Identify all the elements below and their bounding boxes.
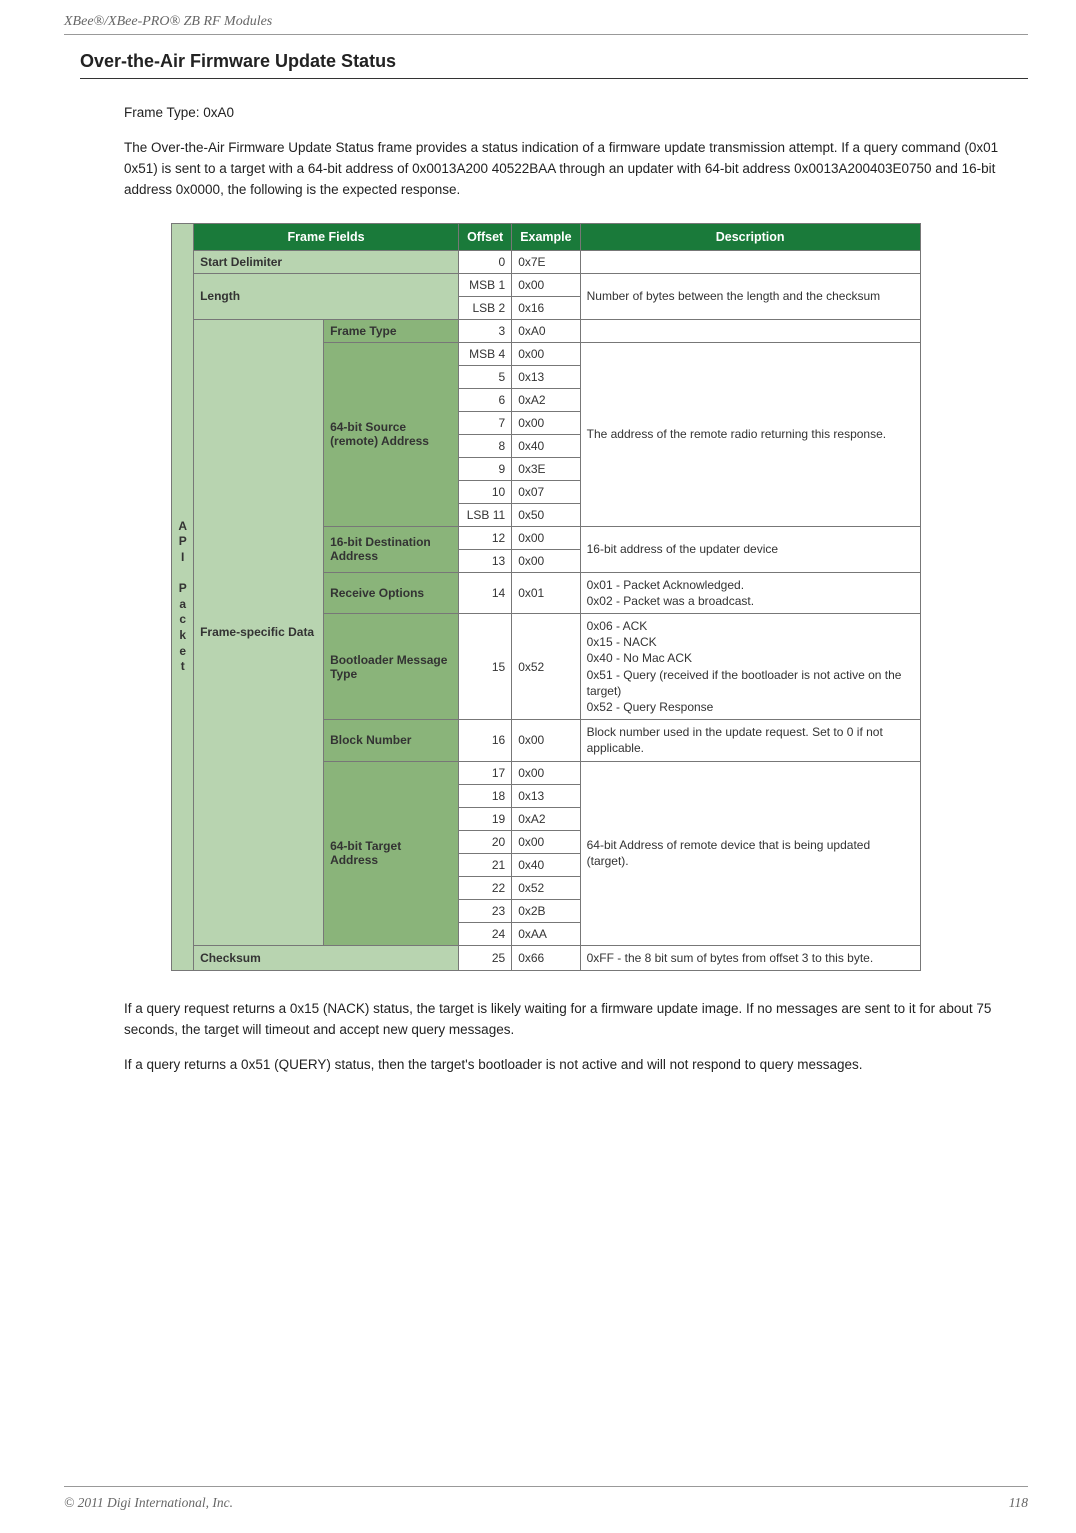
cell-offset: 24: [459, 922, 512, 945]
api-packet-vertical-label: API Pac ket: [172, 223, 194, 970]
length-label: Length: [194, 273, 459, 319]
cell-offset: 12: [459, 526, 512, 549]
start-delimiter-label: Start Delimiter: [194, 250, 459, 273]
doc-header: XBee®/XBee-PRO® ZB RF Modules: [64, 14, 1028, 30]
cell-example: 0x13: [512, 784, 580, 807]
cell-example: 0xA0: [512, 319, 580, 342]
cell-offset: LSB 11: [459, 503, 512, 526]
cell-example: 0x01: [512, 572, 580, 613]
th-offset: Offset: [459, 223, 512, 250]
footer-copyright: © 2011 Digi International, Inc.: [64, 1495, 233, 1511]
cell-example: 0x00: [512, 273, 580, 296]
bootloader-msg-type-label: Bootloader Message Type: [324, 614, 459, 720]
length-desc: Number of bytes between the length and t…: [580, 273, 920, 319]
cell-offset: 9: [459, 457, 512, 480]
cell-example: 0x52: [512, 614, 580, 720]
cell-example: 0xA2: [512, 388, 580, 411]
cell-offset: 15: [459, 614, 512, 720]
block-number-desc: Block number used in the update request.…: [580, 720, 920, 761]
th-frame-fields: Frame Fields: [194, 223, 459, 250]
cell-offset: 10: [459, 480, 512, 503]
bootloader-msg-type-desc: 0x06 - ACK 0x15 - NACK 0x40 - No Mac ACK…: [580, 614, 920, 720]
cell-example: 0x00: [512, 411, 580, 434]
section-underline: [80, 78, 1028, 79]
cell-offset: 25: [459, 945, 512, 970]
frame-type-label: Frame Type: [324, 319, 459, 342]
footer-page-number: 118: [1009, 1495, 1028, 1511]
cell-offset: 14: [459, 572, 512, 613]
target-address-desc: 64-bit Address of remote device that is …: [580, 761, 920, 945]
cell-example: 0x00: [512, 526, 580, 549]
section-title: Over-the-Air Firmware Update Status: [80, 51, 1028, 72]
cell-example: 0x3E: [512, 457, 580, 480]
cell-offset: 17: [459, 761, 512, 784]
source-address-label: 64-bit Source (remote) Address: [324, 342, 459, 526]
frame-specific-data-label: Frame-specific Data: [194, 319, 324, 945]
checksum-desc: 0xFF - the 8 bit sum of bytes from offse…: [580, 945, 920, 970]
cell-offset: 18: [459, 784, 512, 807]
cell-example: 0x52: [512, 876, 580, 899]
cell-offset: 21: [459, 853, 512, 876]
cell-offset: MSB 4: [459, 342, 512, 365]
cell-offset: 19: [459, 807, 512, 830]
cell-example: 0x2B: [512, 899, 580, 922]
cell-offset: 3: [459, 319, 512, 342]
frame-type-line: Frame Type: 0xA0: [124, 103, 1028, 124]
cell-example: 0x00: [512, 761, 580, 784]
cell-example: 0x16: [512, 296, 580, 319]
cell-desc: [580, 319, 920, 342]
header-rule: [64, 34, 1028, 35]
cell-desc: [580, 250, 920, 273]
th-description: Description: [580, 223, 920, 250]
intro-paragraph: The Over-the-Air Firmware Update Status …: [124, 138, 1028, 201]
cell-example: 0x40: [512, 853, 580, 876]
footer-rule: [64, 1486, 1028, 1487]
cell-offset: 0: [459, 250, 512, 273]
cell-offset: 23: [459, 899, 512, 922]
cell-example: 0x13: [512, 365, 580, 388]
frame-table: API Pac ket Frame Fields Offset Example …: [171, 223, 920, 971]
cell-example: 0x7E: [512, 250, 580, 273]
cell-example: 0x07: [512, 480, 580, 503]
cell-offset: 22: [459, 876, 512, 899]
cell-example: 0x00: [512, 342, 580, 365]
cell-offset: 16: [459, 720, 512, 761]
cell-example: 0x00: [512, 830, 580, 853]
th-example: Example: [512, 223, 580, 250]
cell-offset: 6: [459, 388, 512, 411]
target-address-label: 64-bit Target Address: [324, 761, 459, 945]
cell-offset: 7: [459, 411, 512, 434]
cell-example: 0xA2: [512, 807, 580, 830]
dest-address-16-desc: 16-bit address of the updater device: [580, 526, 920, 572]
checksum-label: Checksum: [194, 945, 459, 970]
cell-offset: MSB 1: [459, 273, 512, 296]
outro-paragraph-1: If a query request returns a 0x15 (NACK)…: [124, 999, 1028, 1041]
cell-offset: 5: [459, 365, 512, 388]
receive-options-label: Receive Options: [324, 572, 459, 613]
cell-offset: LSB 2: [459, 296, 512, 319]
receive-options-desc: 0x01 - Packet Acknowledged. 0x02 - Packe…: [580, 572, 920, 613]
cell-example: 0x66: [512, 945, 580, 970]
source-address-desc: The address of the remote radio returnin…: [580, 342, 920, 526]
cell-example: 0x50: [512, 503, 580, 526]
cell-example: 0x00: [512, 720, 580, 761]
cell-offset: 13: [459, 549, 512, 572]
cell-offset: 8: [459, 434, 512, 457]
outro-paragraph-2: If a query returns a 0x51 (QUERY) status…: [124, 1055, 1028, 1076]
block-number-label: Block Number: [324, 720, 459, 761]
cell-offset: 20: [459, 830, 512, 853]
cell-example: 0x00: [512, 549, 580, 572]
cell-example: 0xAA: [512, 922, 580, 945]
dest-address-16-label: 16-bit Destination Address: [324, 526, 459, 572]
cell-example: 0x40: [512, 434, 580, 457]
